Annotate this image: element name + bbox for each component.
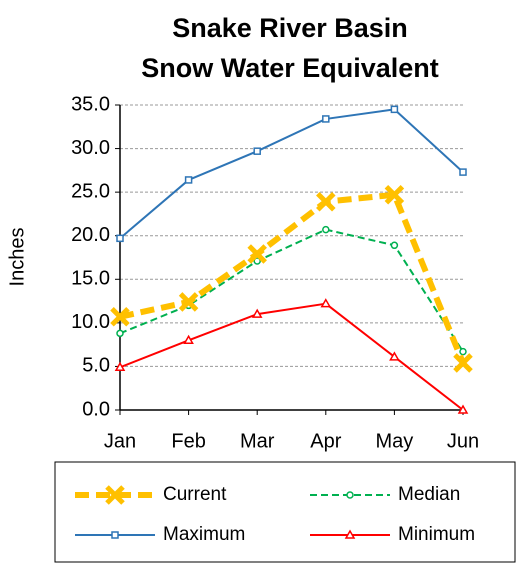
series-line <box>119 108 464 240</box>
y-axis-label: Inches <box>6 228 28 287</box>
legend-label: Current <box>163 484 227 505</box>
data-point <box>178 292 199 312</box>
x-tick-label: Jan <box>104 430 136 452</box>
data-point <box>116 329 124 338</box>
data-point <box>316 191 336 212</box>
y-tick-label: 25.0 <box>71 180 110 202</box>
data-point <box>114 361 126 372</box>
data-point <box>322 225 330 234</box>
y-tick-label: 30.0 <box>71 137 110 159</box>
data-point <box>251 308 263 318</box>
legend-marker <box>344 529 356 539</box>
data-point <box>459 168 467 176</box>
data-point <box>183 334 194 345</box>
y-tick-label: 20.0 <box>71 224 110 246</box>
x-tick-label: May <box>376 430 414 452</box>
legend-label: Median <box>398 484 460 505</box>
y-tick-label: 15.0 <box>71 268 110 290</box>
series-line <box>119 228 464 353</box>
chart-title: Snake River Basin <box>172 13 408 43</box>
legend-marker <box>346 491 354 499</box>
data-point <box>384 184 405 205</box>
series-line <box>119 191 466 365</box>
data-point <box>110 306 130 327</box>
chart-subtitle: Snow Water Equivalent <box>141 53 439 83</box>
legend-label: Maximum <box>163 524 245 545</box>
data-point <box>457 404 469 414</box>
data-point <box>253 257 261 265</box>
y-tick-label: 5.0 <box>82 355 110 377</box>
legend-marker <box>111 531 119 539</box>
series-line <box>119 302 464 411</box>
data-point <box>453 353 473 373</box>
y-tick-label: 0.0 <box>82 398 110 420</box>
x-tick-label: Apr <box>310 430 341 452</box>
data-point <box>320 298 332 308</box>
y-tick-label: 35.0 <box>71 93 110 115</box>
data-point <box>116 234 124 243</box>
data-point <box>389 351 400 361</box>
legend-box <box>54 461 516 563</box>
y-tick-label: 10.0 <box>71 311 110 333</box>
data-point <box>184 176 193 184</box>
data-point <box>322 115 330 123</box>
data-point <box>390 105 399 114</box>
data-point <box>247 244 267 264</box>
x-tick-label: Jun <box>447 430 479 452</box>
x-tick-label: Mar <box>240 430 275 452</box>
legend-marker <box>105 485 125 505</box>
legend-label: Minimum <box>398 524 475 545</box>
x-tick-label: Feb <box>171 430 205 452</box>
data-point <box>390 241 399 250</box>
data-point <box>459 347 467 356</box>
data-point <box>253 147 261 155</box>
